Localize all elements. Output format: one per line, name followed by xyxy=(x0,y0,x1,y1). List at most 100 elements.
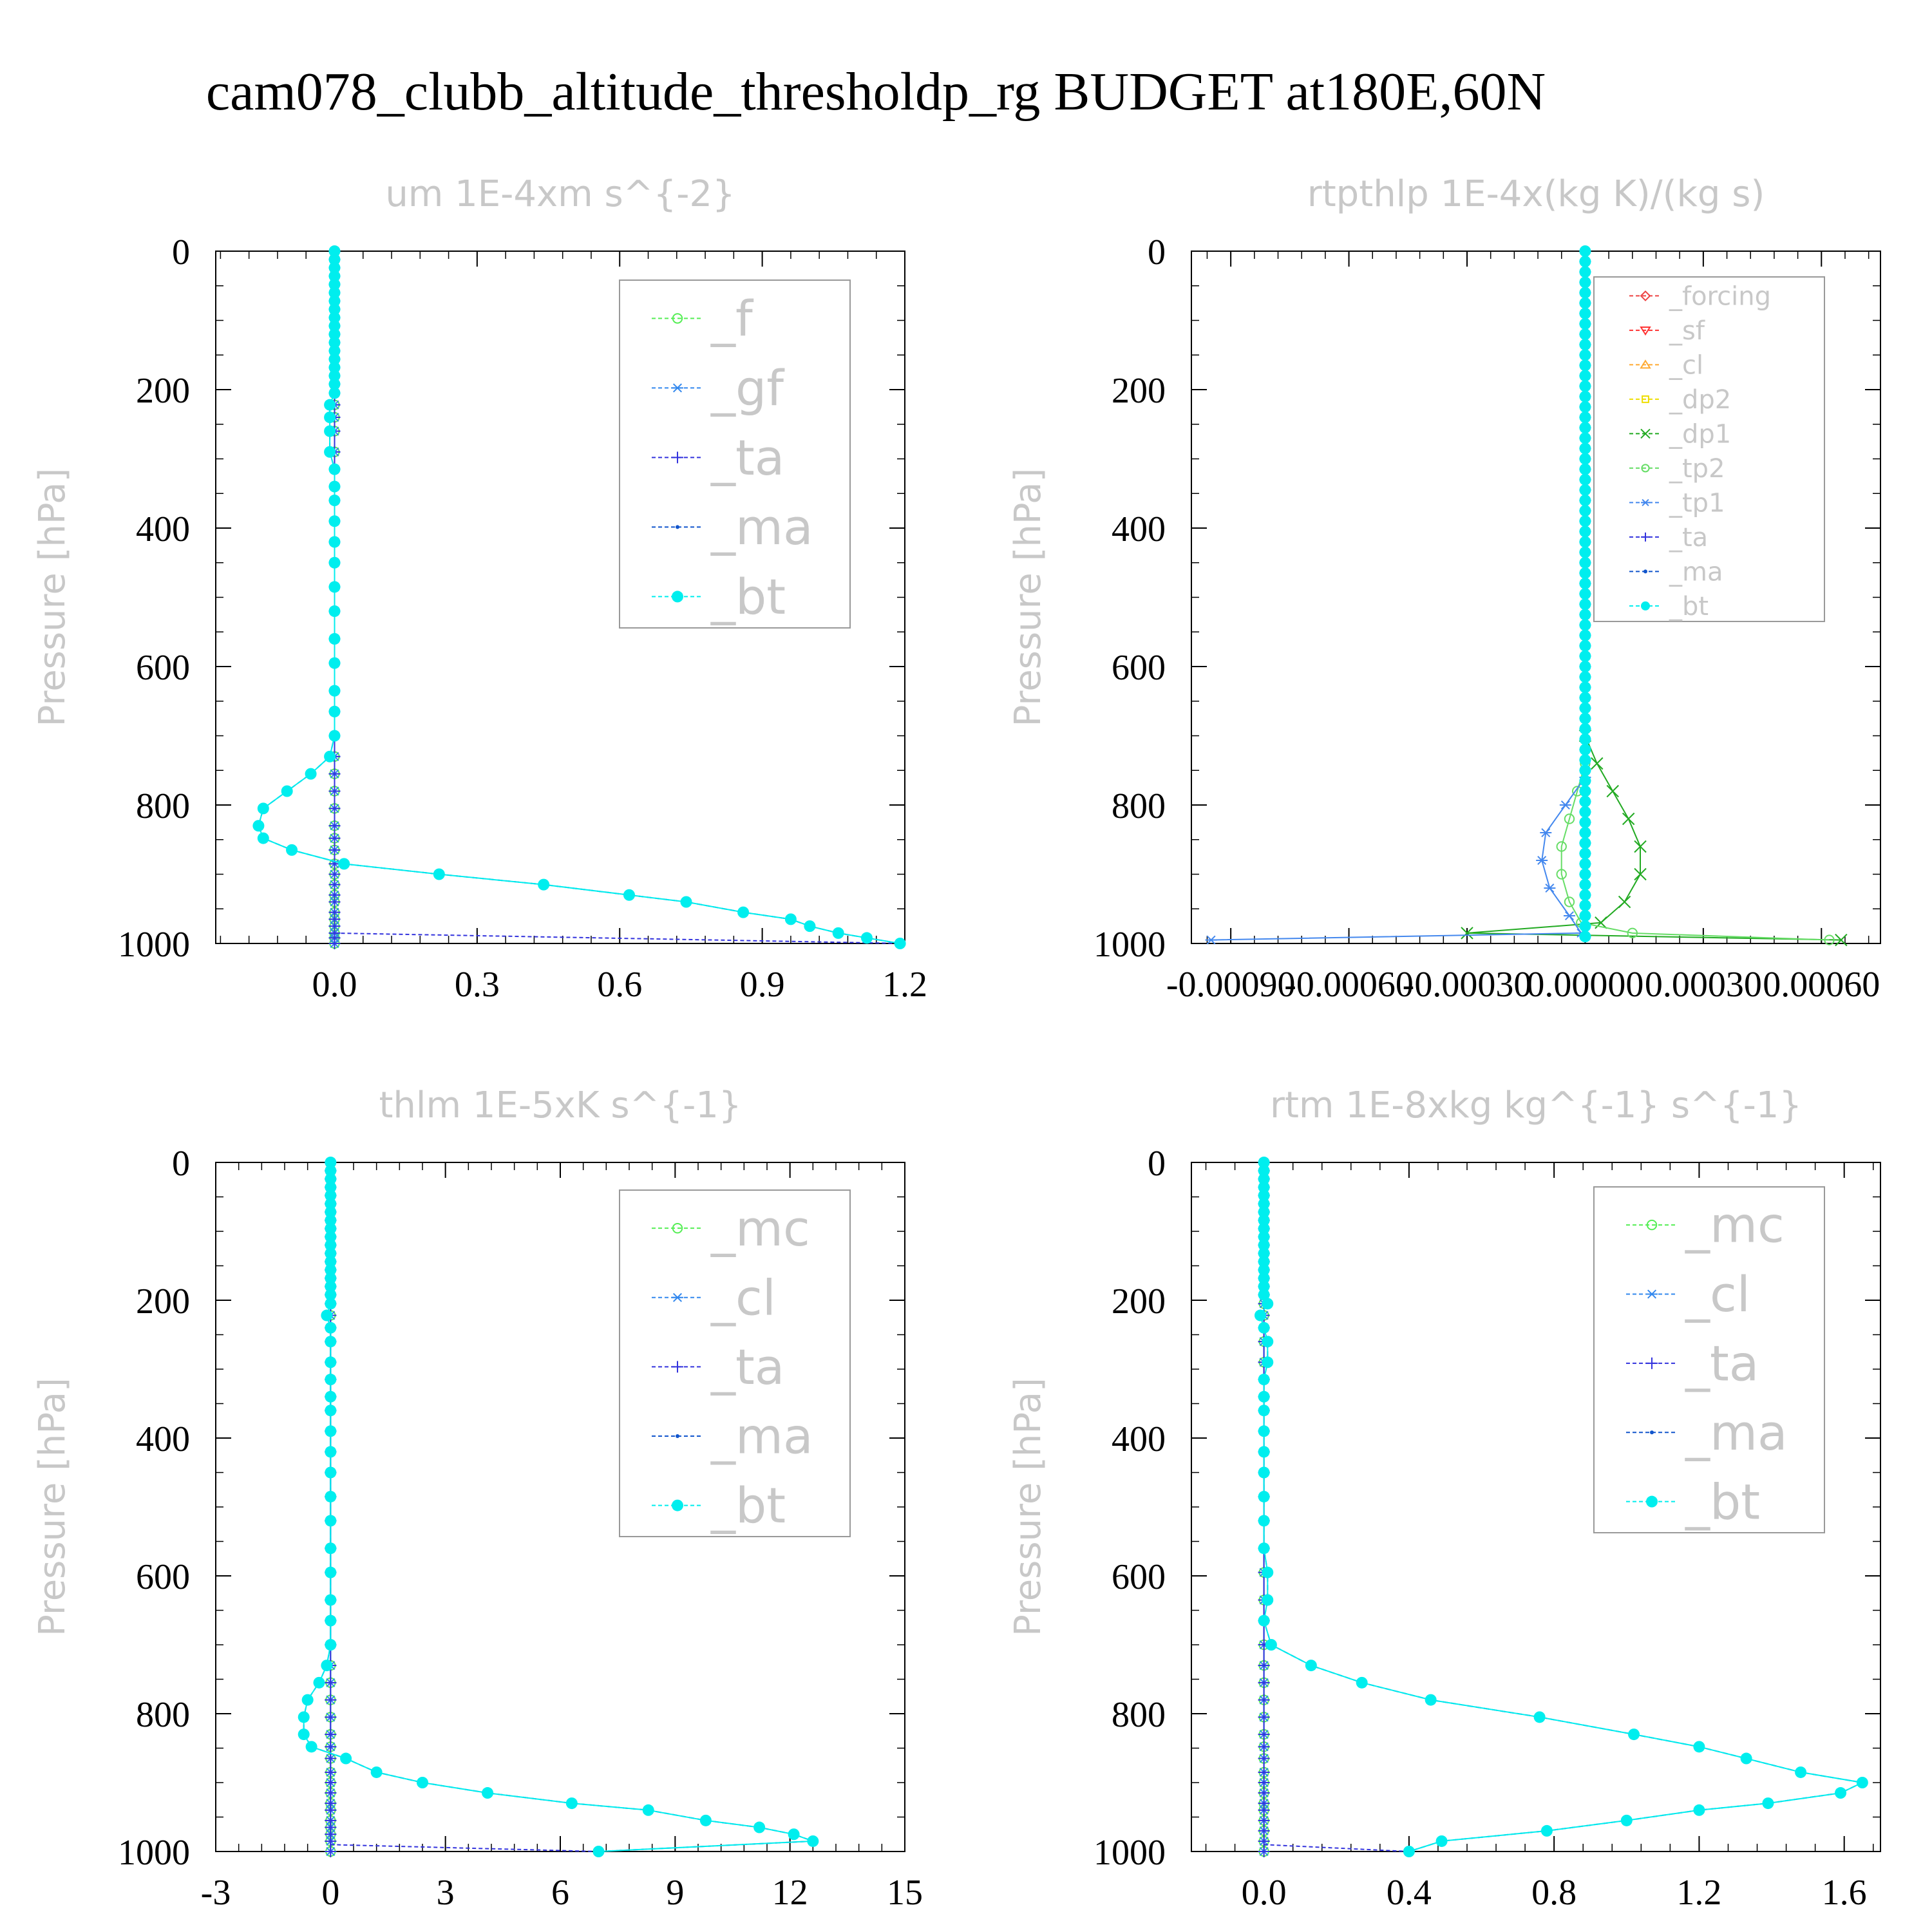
x-tick-label: 12 xyxy=(772,1873,808,1913)
legend-label: _bt xyxy=(710,1477,786,1534)
legend-entry: _cl xyxy=(1626,1265,1750,1323)
data-point xyxy=(328,270,341,282)
data-point xyxy=(1634,867,1647,881)
x-tick-label: 15 xyxy=(887,1873,923,1913)
data-point xyxy=(328,768,341,780)
y-tick-label: 0 xyxy=(172,232,190,272)
legend-label: _dp2 xyxy=(1669,385,1731,415)
data-point xyxy=(1579,712,1591,724)
y-tick-label: 600 xyxy=(136,648,190,688)
data-point xyxy=(699,1814,712,1826)
x-tick-label: 1.2 xyxy=(882,965,927,1005)
series-group xyxy=(1255,1157,1868,1857)
series_ta xyxy=(325,1157,599,1857)
data-point xyxy=(807,1835,819,1847)
x-tick-label: 0.00030 xyxy=(1645,965,1762,1005)
data-point xyxy=(325,1206,337,1218)
legend-label: _mc xyxy=(710,1200,810,1257)
data-point xyxy=(1258,1752,1270,1765)
data-point xyxy=(1258,1206,1270,1218)
panel-title: rtpthlp 1E-4x(kg K)/(kg s) xyxy=(1307,173,1765,215)
data-point xyxy=(1579,744,1591,755)
data-point xyxy=(1579,370,1591,382)
series_bt xyxy=(1579,245,1591,943)
data-point xyxy=(1646,1289,1658,1299)
data-point xyxy=(1579,578,1591,589)
data-point xyxy=(1258,1181,1270,1193)
data-point xyxy=(1262,1356,1274,1368)
chart-panel-4: 0 200 400 600 800 1000 0.0 0.4 0.8 1.2 1.6 rtm 1E-8… xyxy=(1007,1084,1881,1913)
data-point xyxy=(1579,764,1591,777)
legend-label: _ta xyxy=(710,429,784,486)
data-point xyxy=(1564,813,1575,824)
data-point xyxy=(328,938,341,949)
data-point xyxy=(1255,1309,1266,1321)
series_dp1 xyxy=(1461,729,1848,947)
data-point xyxy=(1258,1694,1270,1706)
data-point xyxy=(1579,639,1591,652)
x-tick-label: 0.0 xyxy=(1242,1873,1287,1913)
x-tick-label: 6 xyxy=(551,1873,569,1913)
y-tick-label: 1000 xyxy=(118,1833,190,1873)
data-point xyxy=(1556,869,1567,880)
data-point xyxy=(1258,1615,1270,1627)
data-point xyxy=(1258,1390,1270,1403)
data-point xyxy=(1258,1490,1270,1502)
data-point xyxy=(1258,1787,1270,1799)
y-tick-label: 200 xyxy=(136,371,190,411)
y-tick-label: 400 xyxy=(136,1419,190,1459)
data-point xyxy=(1258,1256,1270,1268)
data-point xyxy=(1258,1239,1270,1251)
data-point xyxy=(1634,840,1647,853)
data-point xyxy=(1205,935,1217,945)
series_bt xyxy=(298,1157,819,1857)
legend-entry: _mc xyxy=(652,1200,810,1257)
data-point xyxy=(1258,1804,1270,1816)
legend-entry: _forcing xyxy=(1629,281,1771,311)
data-point xyxy=(565,1797,578,1810)
data-point xyxy=(1556,841,1567,852)
data-point xyxy=(1579,775,1591,787)
data-point xyxy=(324,750,336,762)
data-point xyxy=(328,730,341,742)
data-point xyxy=(1258,1164,1270,1177)
series_bt xyxy=(1255,1157,1868,1857)
y-tick-label: 0 xyxy=(172,1144,190,1184)
series-line-bottom xyxy=(334,932,905,944)
y-tick-label: 1000 xyxy=(1094,1833,1166,1873)
data-point xyxy=(1579,453,1591,465)
data-point xyxy=(328,832,341,844)
data-point xyxy=(1579,795,1591,808)
data-point xyxy=(325,1289,337,1301)
data-point xyxy=(325,1173,337,1185)
legend-label: _ma xyxy=(710,1408,813,1465)
data-point xyxy=(592,1846,605,1857)
x-tick-label: 0.00060 xyxy=(1763,965,1880,1005)
data-point xyxy=(328,685,341,697)
data-point xyxy=(324,425,336,437)
legend-label: _ta xyxy=(1669,523,1708,553)
data-point xyxy=(1579,287,1591,299)
legend-entry: _ma xyxy=(1629,557,1723,587)
data-point xyxy=(305,768,317,780)
y-tick-label: 800 xyxy=(1112,786,1166,826)
data-point xyxy=(1606,784,1619,798)
data-point xyxy=(1258,1466,1270,1479)
data-point xyxy=(1258,1446,1270,1458)
data-point xyxy=(325,1336,337,1348)
data-point xyxy=(325,1390,337,1403)
data-point xyxy=(325,1728,337,1741)
data-point xyxy=(325,1280,337,1293)
y-tick-label: 400 xyxy=(136,509,190,549)
data-point xyxy=(325,1676,337,1689)
data-point xyxy=(298,1728,310,1741)
data-point xyxy=(328,361,341,374)
main-title: cam078_clubb_altitude_thresholdp_rg BUDG… xyxy=(206,62,1546,122)
data-point xyxy=(482,1787,494,1799)
legend-entry: _ta xyxy=(1626,1334,1759,1392)
legend-entry: _ta xyxy=(652,429,784,486)
panel-title: rtm 1E-8xkg kg^{-1} s^{-1} xyxy=(1270,1084,1802,1126)
data-point xyxy=(325,1231,337,1243)
x-tick-label: -0.00060 xyxy=(1284,965,1414,1005)
x-tick-label: -0.00030 xyxy=(1403,965,1532,1005)
